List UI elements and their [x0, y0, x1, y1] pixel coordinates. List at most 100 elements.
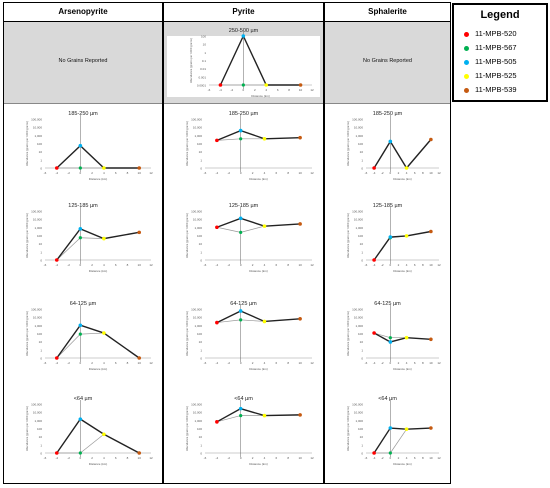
series-line [373, 427, 431, 454]
y-tick-label: 100,000 [31, 308, 42, 312]
no-grains-label: No Grains Reported [58, 58, 108, 64]
x-tick-label: 0 [240, 171, 242, 175]
data-point [404, 335, 409, 340]
x-tick-label: 10 [429, 456, 433, 460]
y-tick-label: 0 [361, 452, 363, 456]
y-tick-label: 10 [199, 150, 203, 154]
data-point [388, 336, 392, 340]
x-axis-label: Distance (km) [251, 94, 270, 98]
y-axis-label: Abundance (grains per 1000 grams) [25, 406, 29, 451]
data-point [239, 230, 243, 234]
y-tick-label: 0.0001 [197, 84, 207, 88]
x-axis-label: Distance (km) [393, 367, 412, 371]
chart-title: 64-125 µm [374, 301, 401, 307]
y-tick-label: 0 [200, 357, 202, 361]
legend-item: 11-MPB-567 [464, 43, 517, 52]
x-tick-label: 4 [264, 361, 266, 365]
branch-line [390, 428, 407, 454]
branch-line [216, 138, 241, 141]
x-tick-label: -6 [44, 361, 47, 365]
x-tick-label: 8 [287, 263, 289, 267]
x-tick-label: 8 [422, 361, 424, 365]
no-grains-label: No Grains Reported [363, 58, 412, 64]
x-tick-label: 4 [265, 88, 267, 92]
x-tick-label: -2 [67, 263, 70, 267]
data-point [238, 406, 243, 411]
y-tick-label: 1,000 [194, 226, 202, 230]
x-tick-label: 0 [389, 263, 391, 267]
series-line [56, 144, 140, 169]
series-line [216, 217, 301, 228]
y-tick-label: 100 [358, 234, 363, 238]
x-tick-label: 8 [127, 263, 129, 267]
x-tick-label: 12 [310, 263, 314, 267]
x-tick-label: 10 [429, 171, 433, 175]
y-tick-label: 10 [39, 340, 43, 344]
x-tick-label: -4 [373, 171, 376, 175]
y-tick-label: 1 [40, 158, 42, 162]
legend-label: 11-MPB-505 [475, 57, 517, 66]
data-point [262, 224, 267, 228]
x-tick-label: 0 [240, 263, 242, 267]
y-tick-label: 0 [361, 357, 363, 361]
x-tick-label: 8 [288, 88, 290, 92]
data-point [102, 331, 106, 335]
legend-dot [464, 45, 469, 51]
x-tick-label: -6 [204, 171, 207, 175]
column-arsenopyrite: No Grains Reported [3, 22, 163, 484]
x-tick-label: 2 [254, 88, 256, 92]
y-tick-label: 100 [197, 142, 202, 146]
legend-dot [464, 59, 469, 65]
y-tick-label: 1 [361, 348, 363, 352]
x-tick-label: 4 [406, 456, 408, 460]
data-point [137, 230, 142, 235]
x-tick-label: 2 [252, 361, 254, 365]
x-axis-label: Distance (km) [89, 367, 108, 371]
x-axis-label: Distance (km) [89, 177, 108, 181]
data-point [298, 316, 302, 321]
y-tick-label: 1,000 [194, 134, 202, 138]
x-tick-label: -2 [227, 456, 230, 460]
y-tick-label: 100,000 [31, 118, 42, 122]
y-tick-label: 0 [40, 357, 42, 361]
x-tick-label: 6 [115, 456, 117, 460]
y-tick-label: 1 [361, 443, 363, 447]
y-tick-label: 100,000 [191, 210, 202, 214]
y-tick-label: 1,000 [34, 134, 42, 138]
x-tick-label: 4 [103, 361, 105, 365]
y-tick-label: 100 [37, 234, 42, 238]
series-line [373, 332, 431, 343]
y-axis-label: Abundance (grains per 1000 grams) [346, 406, 350, 451]
data-point [78, 227, 83, 231]
x-axis-label: Distance (km) [393, 269, 412, 273]
y-tick-label: 0 [40, 452, 42, 456]
y-tick-label: 10 [360, 340, 364, 344]
x-tick-label: -6 [204, 456, 207, 460]
x-tick-label: 12 [310, 361, 314, 365]
data-point [388, 235, 393, 239]
x-tick-label: 6 [414, 171, 416, 175]
x-tick-label: 0 [240, 456, 242, 460]
data-point [429, 137, 433, 142]
data-point [238, 216, 243, 221]
y-tick-label: 100,000 [191, 118, 202, 122]
x-axis-label: Distance (km) [249, 177, 268, 181]
x-tick-label: 10 [298, 263, 302, 267]
legend-item: 11-MPB-505 [464, 57, 517, 66]
x-tick-label: -6 [365, 456, 368, 460]
data-point [78, 323, 83, 328]
legend-title: Legend [480, 9, 520, 21]
data-point [241, 83, 245, 87]
y-tick-label: 10 [360, 242, 364, 246]
y-tick-label: 1,000 [34, 419, 42, 423]
x-tick-label: 4 [406, 171, 408, 175]
x-tick-label: 8 [287, 171, 289, 175]
series-line [216, 129, 301, 142]
x-tick-label: 12 [437, 171, 441, 175]
